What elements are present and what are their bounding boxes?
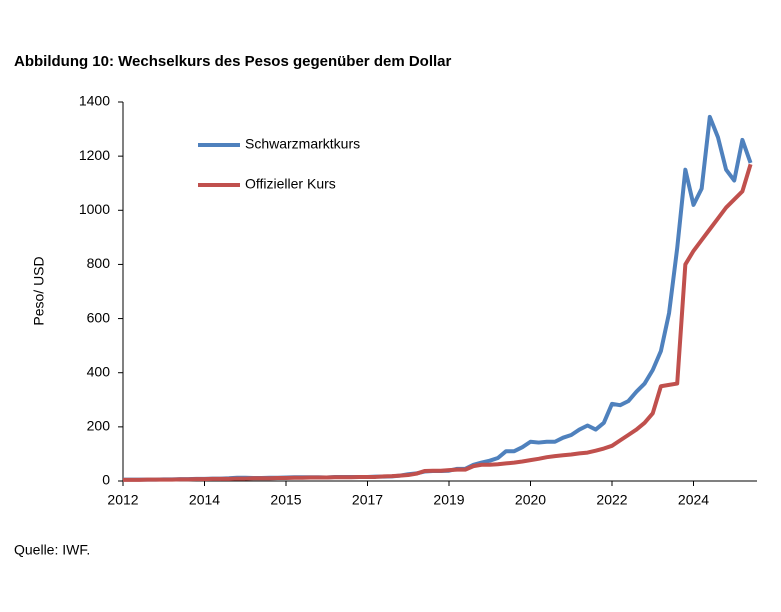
legend-label: Schwarzmarktkurs [245,136,360,152]
y-tick-label: 1200 [79,147,110,163]
y-tick-label: 400 [87,363,111,379]
x-tick-label: 2019 [433,492,464,508]
y-tick-label: 800 [87,255,111,271]
y-axis-label: Peso/ USD [31,256,47,325]
x-tick-label: 2024 [678,492,709,508]
x-tick-label: 2015 [270,492,301,508]
series-line [123,163,753,482]
y-tick-label: 1400 [79,93,110,109]
y-tick-label: 600 [87,309,111,325]
chart-title: Abbildung 10: Wechselkurs des Pesos gege… [14,53,451,70]
legend-label: Offizieller Kurs [245,176,336,192]
series-line [123,114,753,482]
x-tick-label: 2017 [352,492,383,508]
y-tick-label: 1000 [79,201,110,217]
x-tick-label: 2012 [107,492,138,508]
source-note: Quelle: IWF. [14,542,90,558]
x-tick-label: 2014 [189,492,220,508]
y-tick-label: 200 [87,418,111,434]
x-tick-label: 2020 [515,492,546,508]
y-tick-label: 0 [102,472,110,488]
x-tick-label: 2022 [596,492,627,508]
